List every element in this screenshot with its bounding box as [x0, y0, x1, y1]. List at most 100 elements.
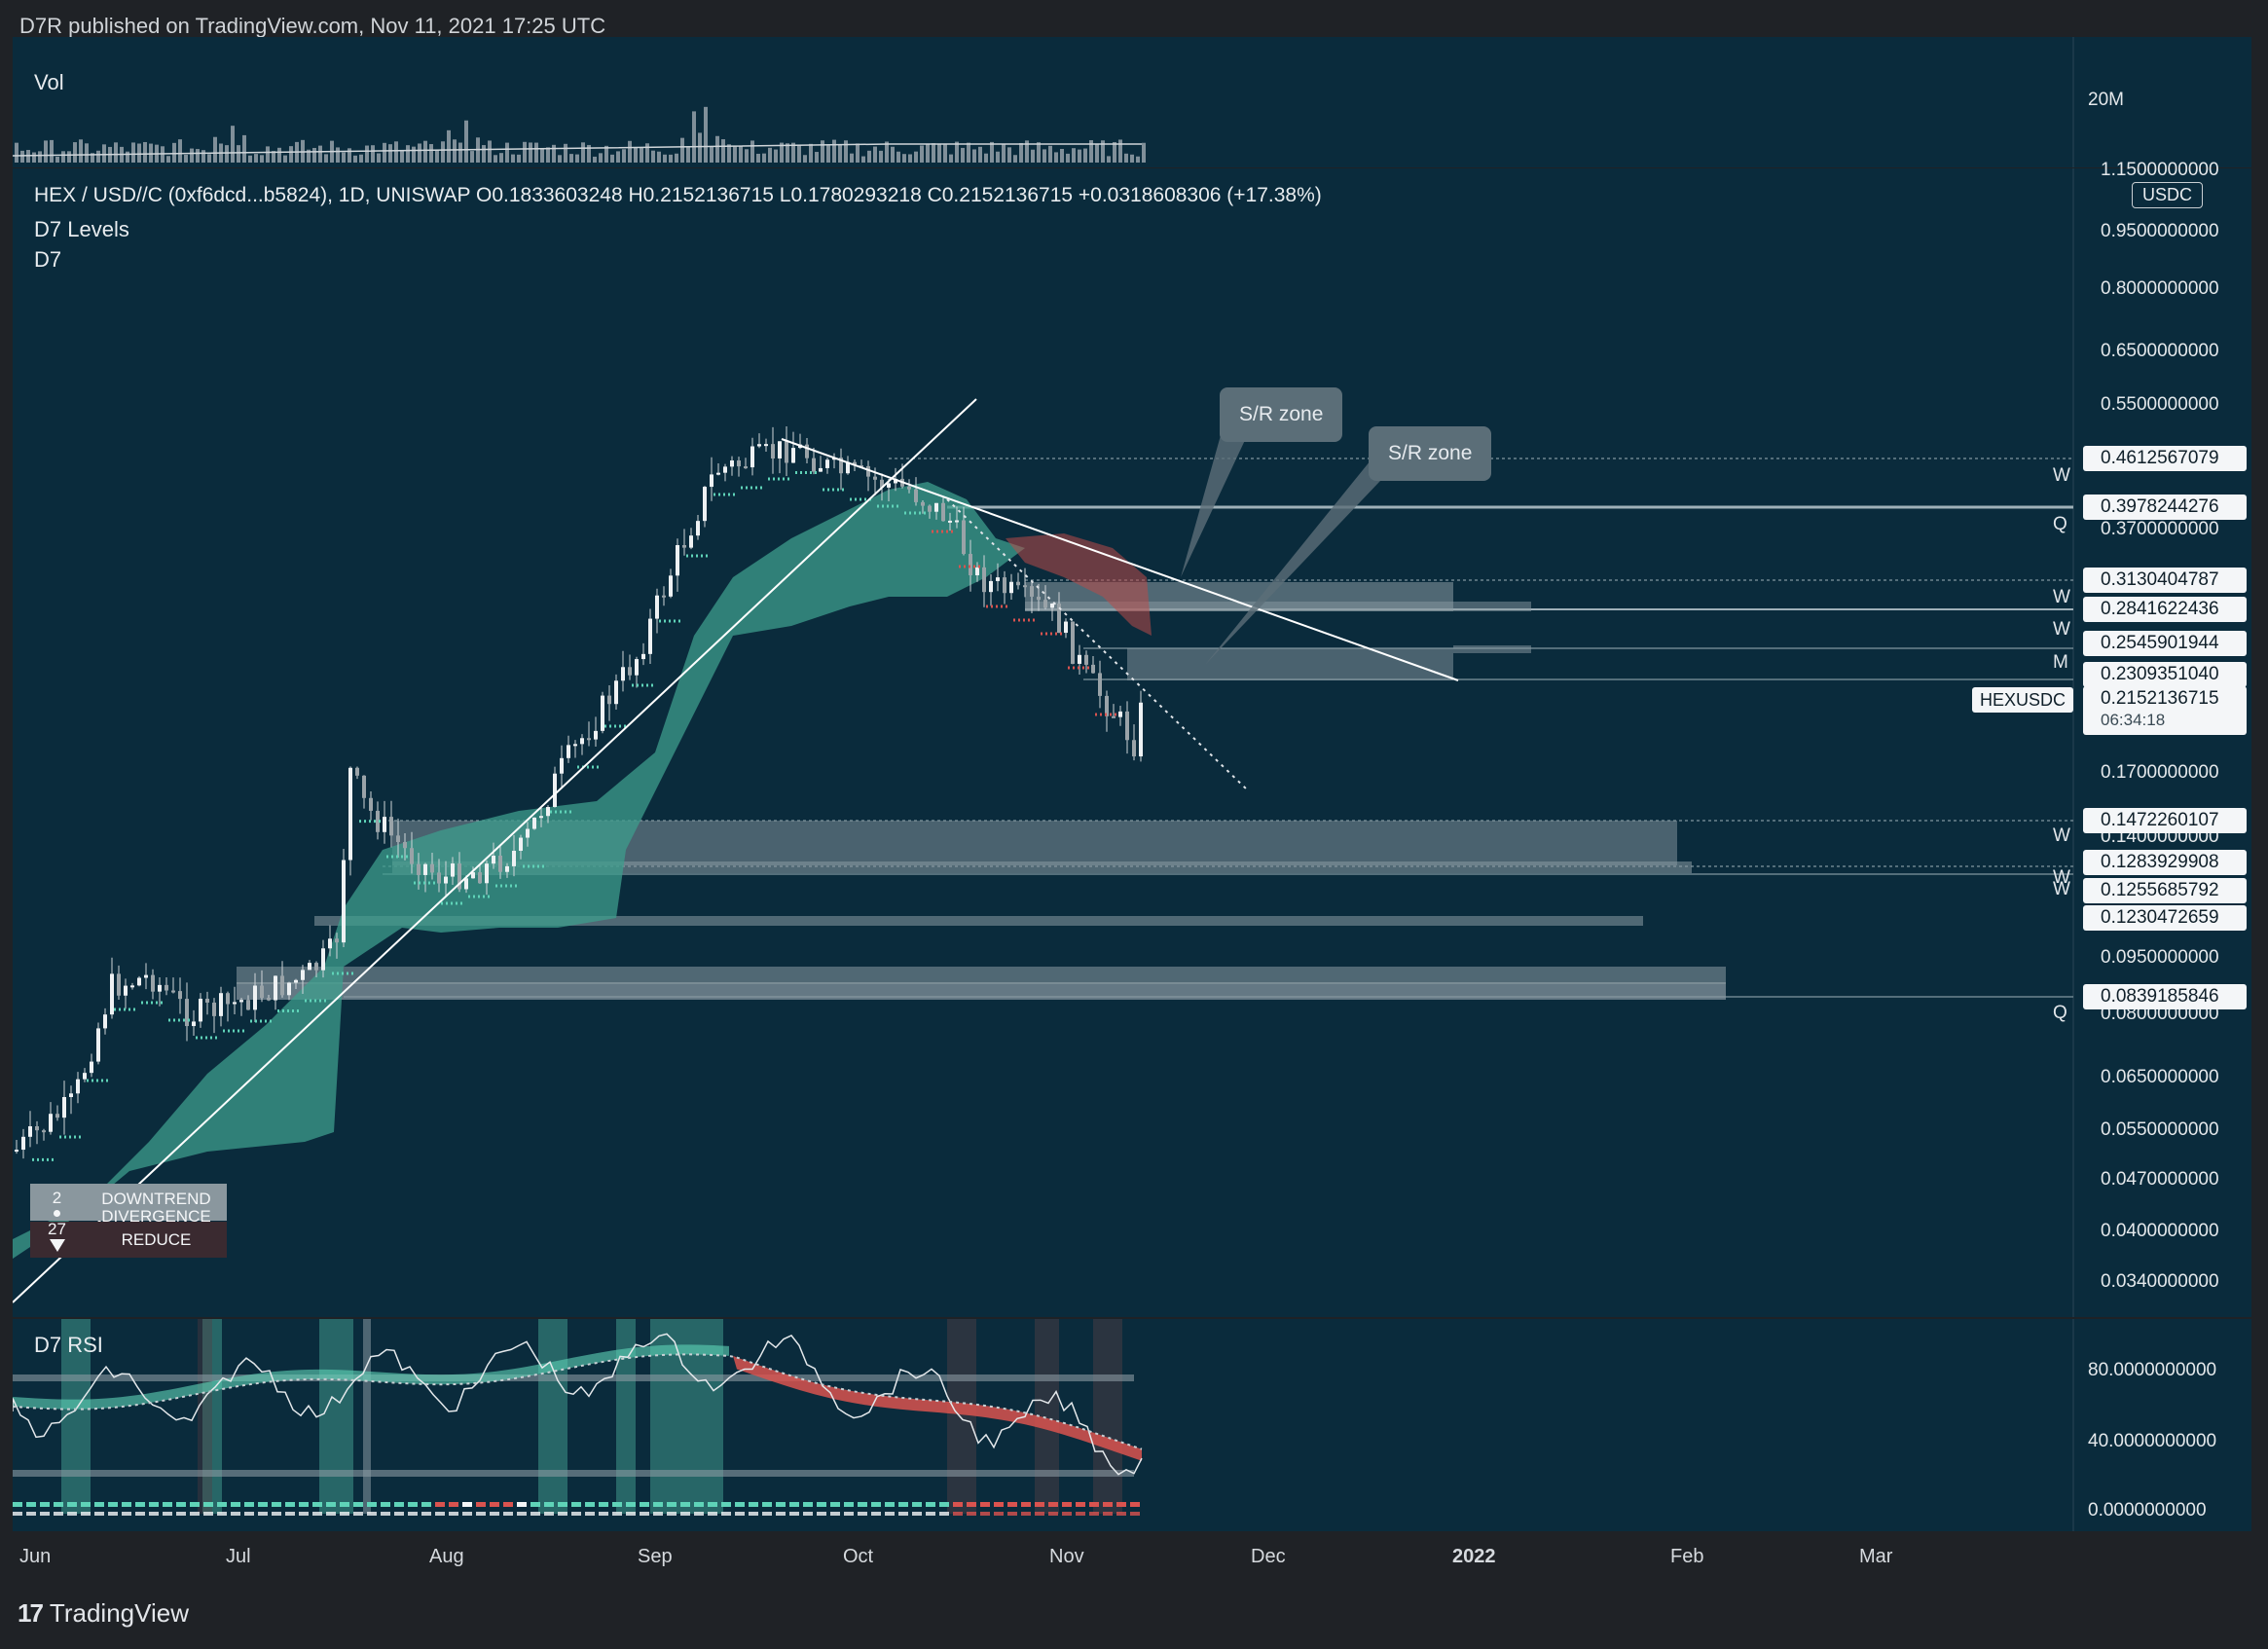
- currency-badge[interactable]: USDC: [2132, 182, 2204, 208]
- rsi-dash: [81, 1502, 91, 1507]
- rsi-dash: [571, 1512, 581, 1516]
- volume-bar: [406, 145, 410, 163]
- y-label-0065: 0.0650000000: [2101, 1067, 2219, 1087]
- candle-body: [710, 474, 713, 488]
- rsi-dash: [640, 1512, 649, 1516]
- signal-triangle-down-icon: [50, 1239, 65, 1252]
- candle-body: [975, 567, 979, 575]
- rsi-dash: [994, 1512, 1004, 1516]
- candle-body: [130, 985, 134, 988]
- rsi-dash: [258, 1502, 268, 1507]
- x-label-sep: Sep: [638, 1546, 673, 1567]
- volume-bar: [896, 151, 900, 163]
- candle-body: [199, 998, 202, 1022]
- volume-bar: [558, 155, 562, 163]
- candle-body: [989, 580, 993, 593]
- candle-body: [498, 855, 502, 872]
- candle-body: [628, 667, 632, 676]
- candle-body: [757, 444, 761, 447]
- volume-bar: [184, 154, 188, 163]
- falling-trendline: [781, 438, 1459, 681]
- rsi-dash: [67, 1502, 77, 1507]
- candle-body: [15, 1150, 18, 1153]
- candle-body: [287, 982, 291, 996]
- candle-body: [614, 680, 618, 705]
- candle-body: [519, 837, 523, 852]
- level-tag-w-2: W: [2053, 587, 2070, 607]
- candle-body: [83, 1073, 87, 1080]
- rsi-band: [198, 1319, 212, 1514]
- candle-body: [260, 985, 264, 999]
- rsi-label-80: 80.0000000000: [2088, 1360, 2217, 1380]
- level-tag-w-4: W: [2053, 825, 2070, 846]
- rsi-dash: [1062, 1512, 1072, 1516]
- volume-bar: [1002, 144, 1006, 163]
- x-label-oct: Oct: [843, 1546, 874, 1567]
- rsi-panel: D7 RSI 80.0000000000 40.0000000000 0.000…: [13, 1319, 2251, 1531]
- price-box-0230: 0.2309351040: [2083, 662, 2247, 687]
- rsi-dash: [435, 1512, 445, 1516]
- candle-body: [982, 567, 986, 593]
- candle-body: [185, 999, 189, 1027]
- rsi-dash: [381, 1512, 390, 1516]
- tradingview-brand[interactable]: 17 TradingView: [18, 1598, 189, 1629]
- candle-body: [744, 466, 748, 469]
- volume-bar: [616, 151, 620, 163]
- rsi-dash: [749, 1512, 758, 1516]
- rsi-dash: [1116, 1502, 1126, 1507]
- candle-body: [403, 842, 407, 849]
- rsi-dash: [13, 1512, 22, 1516]
- candle-body: [819, 467, 823, 472]
- candle-body: [239, 1000, 243, 1003]
- rsi-dash: [898, 1502, 908, 1507]
- candle-body: [567, 745, 570, 758]
- volume-bar: [996, 151, 1000, 163]
- rsi-dash: [967, 1512, 976, 1516]
- candle-body: [1084, 654, 1088, 665]
- rsi-dash: [599, 1502, 608, 1507]
- rsi-dash: [735, 1512, 745, 1516]
- volume-bar: [1124, 153, 1128, 163]
- rsi-dash: [81, 1512, 91, 1516]
- candle-body: [158, 984, 162, 992]
- volume-bar: [622, 149, 626, 163]
- volume-bar: [1037, 142, 1041, 163]
- rsi-label-40: 40.0000000000: [2088, 1431, 2217, 1451]
- volume-bar: [383, 142, 386, 163]
- rsi-dash: [735, 1502, 745, 1507]
- volume-bar: [675, 153, 678, 163]
- sr-box-mid: [1127, 648, 1453, 680]
- rsi-dash: [1035, 1502, 1044, 1507]
- volume-bar: [902, 154, 906, 163]
- volume-bar: [494, 155, 497, 163]
- rsi-dash: [149, 1502, 159, 1507]
- rsi-dash: [680, 1512, 690, 1516]
- rising-trendline: [13, 398, 977, 1303]
- volume-bar: [797, 144, 801, 163]
- volume-bar: [1072, 148, 1076, 163]
- rsi-dash: [599, 1512, 608, 1516]
- volume-bar: [955, 141, 959, 163]
- rsi-band: [202, 1319, 222, 1514]
- rsi-dash: [830, 1512, 840, 1516]
- candle-body: [110, 973, 114, 1015]
- rsi-dash: [939, 1502, 949, 1507]
- candle-body: [492, 855, 495, 864]
- candle-body: [301, 970, 305, 980]
- rsi-dash: [217, 1502, 227, 1507]
- y-label-0047: 0.0470000000: [2101, 1169, 2219, 1190]
- rsi-dash: [122, 1512, 131, 1516]
- volume-bar: [873, 146, 877, 163]
- candle-body: [778, 441, 782, 458]
- volume-bar: [634, 147, 638, 163]
- candle-body: [716, 472, 720, 475]
- volume-scale-label: 20M: [2088, 90, 2124, 110]
- volume-bar: [1066, 153, 1070, 163]
- rsi-dash: [340, 1512, 349, 1516]
- rsi-dash: [312, 1512, 322, 1516]
- candle-body: [117, 973, 121, 996]
- rsi-dash: [272, 1512, 281, 1516]
- candle-body: [962, 520, 966, 555]
- rsi-dash: [980, 1512, 990, 1516]
- countdown: 06:34:18: [2101, 711, 2166, 729]
